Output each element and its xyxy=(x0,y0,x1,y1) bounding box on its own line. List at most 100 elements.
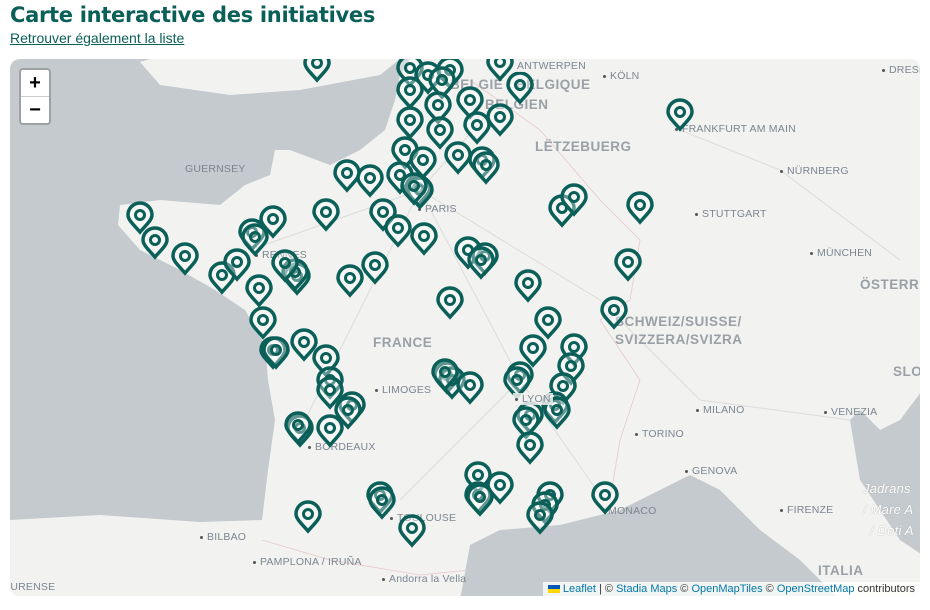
label-venezia: VENEZIA xyxy=(824,406,877,418)
map-marker[interactable] xyxy=(336,264,364,298)
map-marker[interactable] xyxy=(384,214,412,248)
map-pin-dot xyxy=(565,360,577,372)
map-pin-icon xyxy=(431,358,459,392)
map-marker[interactable] xyxy=(171,242,199,276)
map-marker[interactable] xyxy=(614,248,642,282)
map-pin-icon xyxy=(512,406,540,440)
list-link[interactable]: Retrouver également la liste xyxy=(10,30,185,46)
map-pin-dot xyxy=(634,199,646,211)
map-marker[interactable] xyxy=(519,334,547,368)
map-marker[interactable] xyxy=(284,411,312,445)
openmaptiles-link[interactable]: OpenMapTiles xyxy=(691,583,763,595)
attribution-copyright: © xyxy=(677,583,692,595)
label-torino: TORINO xyxy=(635,428,684,440)
map-pin-dot xyxy=(494,59,506,68)
map-pin-dot xyxy=(324,384,336,396)
map-marker[interactable] xyxy=(303,59,331,83)
zoom-out-button[interactable]: − xyxy=(29,99,41,121)
map-marker[interactable] xyxy=(467,246,495,280)
map-marker[interactable] xyxy=(516,431,544,465)
map-pin-icon xyxy=(316,376,344,410)
map-marker[interactable] xyxy=(294,500,322,534)
map-marker[interactable] xyxy=(534,306,562,340)
map-marker[interactable] xyxy=(506,71,534,105)
map-marker[interactable] xyxy=(400,172,428,206)
map-pin-icon xyxy=(290,328,318,362)
map-marker[interactable] xyxy=(290,328,318,362)
map-pin-dot xyxy=(514,79,526,91)
stadia-link[interactable]: Stadia Maps xyxy=(616,583,678,595)
map-pin-dot xyxy=(622,256,634,268)
map-marker[interactable] xyxy=(431,358,459,392)
map-pin-dot xyxy=(404,84,416,96)
map-marker[interactable] xyxy=(241,223,269,257)
map-marker[interactable] xyxy=(410,222,438,256)
map-marker[interactable] xyxy=(312,198,340,232)
map-marker[interactable] xyxy=(626,191,654,225)
map-marker[interactable] xyxy=(666,98,694,132)
interactive-map[interactable]: ANTWERPEN BELGIË / BELGIQUE BELGIEN KÖLN… xyxy=(10,59,920,596)
map-marker[interactable] xyxy=(514,269,542,303)
map-marker[interactable] xyxy=(444,141,472,175)
map-marker[interactable] xyxy=(316,376,344,410)
osm-link[interactable]: OpenStreetMap xyxy=(776,583,855,595)
map-marker[interactable] xyxy=(368,486,396,520)
map-marker[interactable] xyxy=(126,201,154,235)
map-pin-icon xyxy=(467,246,495,280)
label-bilbao: BILBAO xyxy=(200,531,246,543)
map-marker[interactable] xyxy=(141,226,169,260)
markers-layer xyxy=(126,59,694,548)
map-pin-dot xyxy=(324,422,336,434)
map-marker[interactable] xyxy=(512,406,540,440)
map-marker[interactable] xyxy=(424,91,452,125)
map-marker[interactable] xyxy=(456,86,484,120)
map-marker[interactable] xyxy=(463,111,491,145)
map-marker[interactable] xyxy=(409,146,437,180)
map-marker[interactable] xyxy=(428,66,456,100)
map-marker[interactable] xyxy=(271,249,299,283)
map-pin-dot xyxy=(311,59,323,69)
map-pin-icon xyxy=(472,151,500,185)
map-marker[interactable] xyxy=(472,151,500,185)
map-pin-dot xyxy=(522,277,534,289)
map-marker[interactable] xyxy=(436,286,464,320)
zoom-in-button[interactable]: + xyxy=(21,70,49,97)
map-marker[interactable] xyxy=(486,59,514,82)
map-marker[interactable] xyxy=(591,481,619,515)
map-marker[interactable] xyxy=(361,251,389,285)
map-marker[interactable] xyxy=(396,106,424,140)
map-marker[interactable] xyxy=(503,366,531,400)
map-pin-dot xyxy=(404,62,416,74)
leaflet-link[interactable]: Leaflet xyxy=(562,583,596,595)
map-pin-dot xyxy=(341,167,353,179)
map-marker[interactable] xyxy=(396,76,424,110)
map-pin-dot xyxy=(408,180,420,192)
map-marker[interactable] xyxy=(245,274,273,308)
map-marker[interactable] xyxy=(249,306,277,340)
map-pin-dot xyxy=(452,149,464,161)
label-slovenija: SLOV xyxy=(893,364,920,379)
map-marker[interactable] xyxy=(316,414,344,448)
map-marker[interactable] xyxy=(259,205,287,239)
map-pin-icon xyxy=(428,66,456,100)
map-marker[interactable] xyxy=(600,296,628,330)
map-marker[interactable] xyxy=(334,396,362,430)
map-marker[interactable] xyxy=(560,183,588,217)
map-marker[interactable] xyxy=(466,483,494,517)
map-pin-dot xyxy=(399,144,411,156)
map-pin-dot xyxy=(149,234,161,246)
map-marker[interactable] xyxy=(262,336,290,370)
map-marker[interactable] xyxy=(526,501,554,535)
map-marker[interactable] xyxy=(456,371,484,405)
map-marker[interactable] xyxy=(398,514,426,548)
map-marker[interactable] xyxy=(333,159,361,193)
attribution: Leaflet | © Stadia Maps © OpenMapTiles ©… xyxy=(542,582,920,596)
map-marker[interactable] xyxy=(223,248,251,282)
map-marker[interactable] xyxy=(426,116,454,150)
map-marker[interactable] xyxy=(543,396,571,430)
map-marker[interactable] xyxy=(356,164,384,198)
map-marker[interactable] xyxy=(396,59,424,88)
map-pin-icon xyxy=(368,486,396,520)
map-marker[interactable] xyxy=(486,103,514,137)
label-frankfurt: FRANKFURT AM MAIN xyxy=(675,123,796,135)
